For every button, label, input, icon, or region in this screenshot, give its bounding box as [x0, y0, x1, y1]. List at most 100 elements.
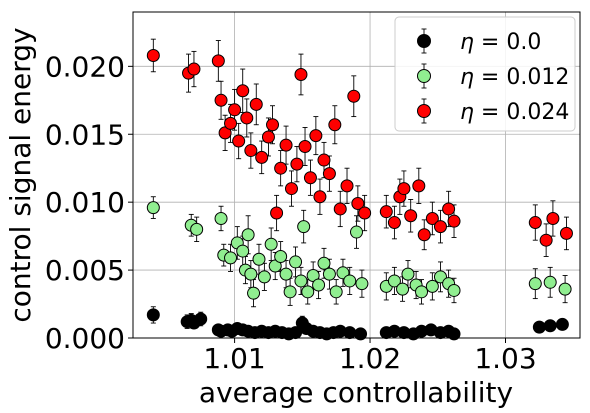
- data-point-series-1: [283, 285, 297, 299]
- data-point-series-1: [312, 278, 326, 292]
- data-point-series-2: [228, 103, 242, 117]
- data-point-series-1: [247, 286, 261, 300]
- data-point-series-2: [232, 134, 246, 148]
- x-axis-ticks: 1.01 1.02 1.03: [203, 338, 537, 375]
- data-point-series-2: [528, 216, 542, 230]
- x-axis-label: average controllability: [199, 376, 513, 409]
- legend-marker-series-1: [417, 69, 431, 83]
- data-points: [146, 48, 573, 341]
- data-point-series-2: [387, 216, 401, 230]
- data-point-series-2: [397, 182, 411, 196]
- legend-label-symbol: η =: [460, 100, 506, 125]
- data-point-series-2: [214, 93, 228, 107]
- data-point-series-2: [539, 233, 553, 247]
- y-tick-label: 0.020: [45, 50, 125, 83]
- data-point-series-1: [224, 251, 238, 265]
- data-point-series-2: [546, 211, 560, 225]
- data-point-series-2: [417, 228, 431, 242]
- data-point-series-1: [543, 275, 557, 289]
- legend-box: [394, 16, 576, 132]
- data-point-series-0: [354, 327, 368, 341]
- data-point-series-1: [355, 277, 369, 291]
- data-point-series-1: [274, 250, 288, 263]
- data-point-series-2: [279, 138, 293, 152]
- data-point-series-1: [317, 256, 331, 270]
- data-point-series-1: [329, 285, 343, 299]
- data-point-series-1: [558, 282, 572, 296]
- data-point-series-1: [396, 282, 410, 296]
- y-tick-label: 0.015: [45, 118, 125, 151]
- data-point-series-1: [343, 274, 357, 288]
- data-point-series-2: [340, 179, 354, 193]
- data-point-series-2: [309, 129, 323, 143]
- data-point-series-2: [261, 130, 275, 144]
- data-point-series-2: [322, 167, 336, 181]
- data-point-series-1: [236, 244, 250, 258]
- data-point-series-0: [194, 312, 208, 326]
- data-point-series-2: [255, 150, 269, 164]
- data-point-series-1: [322, 267, 336, 281]
- legend-label-series-1: η = 0.012: [460, 65, 569, 90]
- data-point-series-2: [244, 144, 258, 158]
- data-point-series-2: [313, 190, 327, 204]
- data-point-series-1: [257, 270, 271, 284]
- data-point-series-1: [214, 211, 228, 225]
- data-point-series-1: [294, 274, 308, 288]
- x-tick-label: 1.03: [474, 342, 536, 375]
- data-point-series-0: [447, 327, 461, 341]
- data-point-series-2: [317, 153, 331, 167]
- data-point-series-2: [333, 202, 347, 216]
- data-point-series-2: [358, 206, 372, 220]
- data-point-series-2: [284, 182, 298, 196]
- data-point-series-2: [404, 209, 418, 223]
- data-point-series-1: [297, 220, 311, 234]
- data-point-series-2: [266, 118, 280, 132]
- data-point-series-2: [433, 220, 447, 234]
- legend-label-series-0: η = 0.0: [460, 30, 541, 55]
- data-point-series-1: [301, 285, 315, 299]
- data-point-series-2: [270, 206, 284, 220]
- legend-label-value: 0.024: [506, 100, 569, 125]
- data-point-series-0: [543, 319, 557, 333]
- data-point-series-2: [236, 84, 250, 98]
- data-point-series-0: [343, 326, 357, 340]
- data-point-series-2: [412, 179, 426, 193]
- legend-label-series-2: η = 0.024: [460, 100, 569, 125]
- plot-frame: [132, 11, 581, 339]
- legend-marker-series-0: [417, 34, 431, 48]
- data-point-series-1: [387, 274, 401, 288]
- data-point-series-2: [559, 226, 573, 240]
- legend-label-symbol: η =: [460, 65, 506, 90]
- data-point-series-1: [279, 267, 293, 281]
- y-axis-label: control signal energy: [4, 27, 37, 322]
- data-point-series-2: [347, 89, 361, 103]
- y-tick-label: 0.005: [45, 254, 125, 287]
- data-point-series-2: [425, 211, 439, 225]
- data-point-series-1: [447, 283, 461, 297]
- data-point-series-0: [532, 320, 546, 334]
- data-point-series-2: [146, 48, 160, 62]
- data-point-series-2: [379, 205, 393, 219]
- data-point-series-2: [447, 214, 461, 228]
- data-point-series-2: [249, 97, 263, 111]
- data-point-series-1: [528, 277, 542, 291]
- data-point-series-2: [351, 197, 365, 211]
- data-point-series-2: [442, 202, 456, 216]
- data-point-series-1: [244, 267, 258, 281]
- data-point-series-1: [190, 222, 204, 236]
- legend-label-symbol: η =: [460, 30, 506, 55]
- data-point-series-1: [415, 285, 429, 299]
- data-point-series-2: [224, 116, 238, 130]
- data-point-series-1: [350, 225, 363, 239]
- data-point-series-0: [146, 308, 160, 322]
- data-point-series-1: [241, 228, 255, 242]
- legend-label-value: 0.0: [506, 30, 541, 55]
- x-tick-label: 1.02: [339, 342, 401, 375]
- x-tick-label: 1.01: [203, 342, 265, 375]
- data-point-series-1: [425, 279, 439, 293]
- data-point-series-0: [555, 317, 569, 331]
- data-point-series-1: [289, 255, 303, 269]
- data-point-series-2: [294, 67, 308, 81]
